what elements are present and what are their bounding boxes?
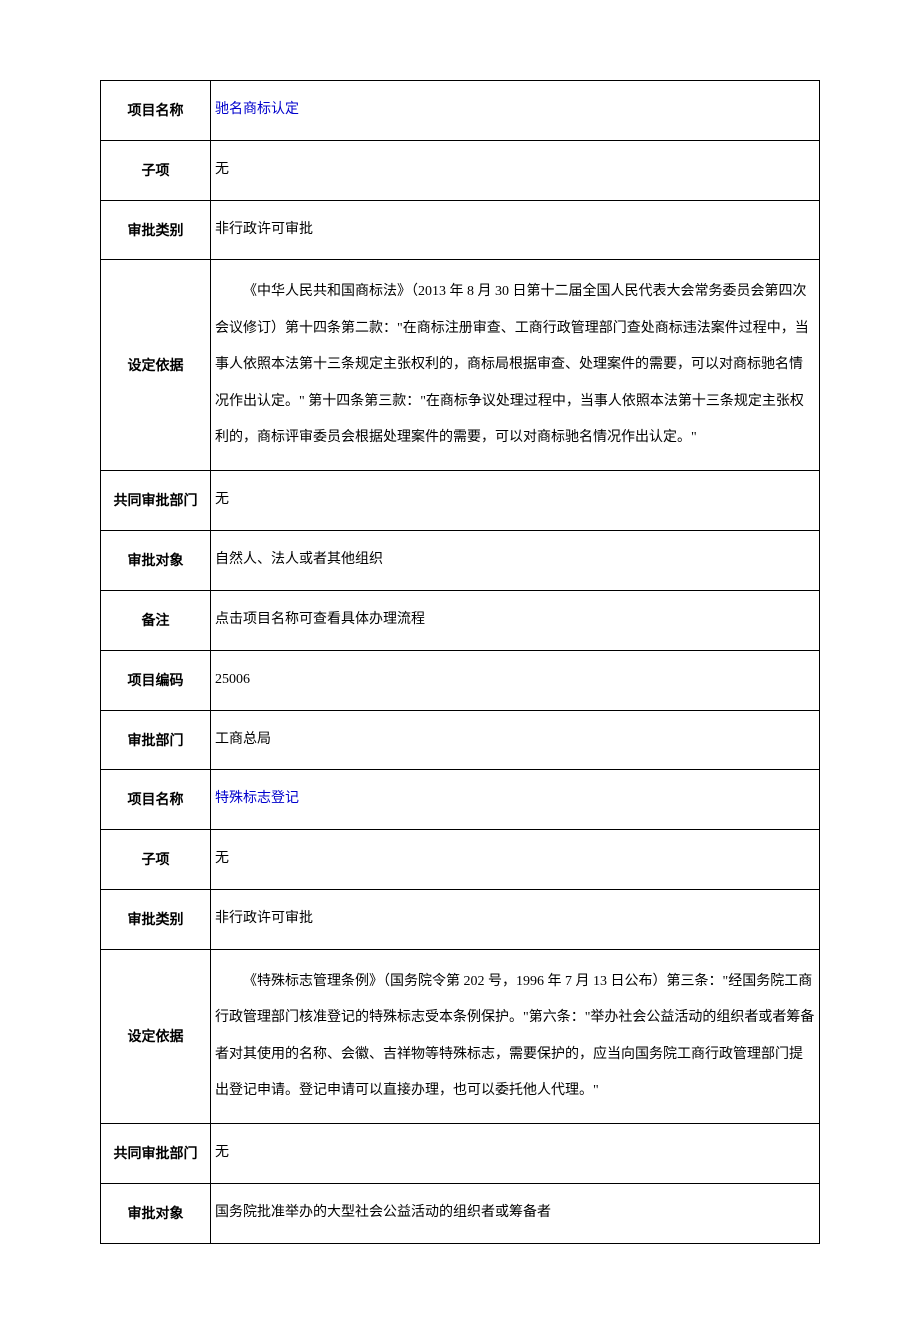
row-label: 子项 xyxy=(101,140,211,200)
project-name-link[interactable]: 特殊标志登记 xyxy=(215,791,299,806)
table-row: 备注 点击项目名称可查看具体办理流程 xyxy=(101,590,820,650)
project-name-link[interactable]: 驰名商标认定 xyxy=(215,102,299,117)
table-row: 设定依据 《特殊标志管理条例》（国务院令第 202 号，1996 年 7 月 1… xyxy=(101,949,820,1124)
row-value: 无 xyxy=(211,830,820,890)
row-label: 子项 xyxy=(101,830,211,890)
table-row: 审批部门 工商总局 xyxy=(101,710,820,770)
row-value: 非行政许可审批 xyxy=(211,200,820,260)
table-row: 项目编码 25006 xyxy=(101,650,820,710)
row-label: 审批类别 xyxy=(101,200,211,260)
row-value: 无 xyxy=(211,471,820,531)
row-value: 点击项目名称可查看具体办理流程 xyxy=(211,590,820,650)
table-row: 项目名称 特殊标志登记 xyxy=(101,770,820,830)
row-label: 设定依据 xyxy=(101,949,211,1124)
row-value: 自然人、法人或者其他组织 xyxy=(211,531,820,591)
table-row: 设定依据 《中华人民共和国商标法》（2013 年 8 月 30 日第十二届全国人… xyxy=(101,260,820,471)
table-row: 共同审批部门 无 xyxy=(101,1124,820,1184)
row-value: 国务院批准举办的大型社会公益活动的组织者或筹备者 xyxy=(211,1184,820,1244)
row-label: 项目编码 xyxy=(101,650,211,710)
row-value: 无 xyxy=(211,1124,820,1184)
row-value: 无 xyxy=(211,140,820,200)
row-label: 设定依据 xyxy=(101,260,211,471)
table-row: 审批类别 非行政许可审批 xyxy=(101,889,820,949)
row-label: 审批类别 xyxy=(101,889,211,949)
row-label: 审批部门 xyxy=(101,710,211,770)
table-row: 审批对象 国务院批准举办的大型社会公益活动的组织者或筹备者 xyxy=(101,1184,820,1244)
row-value: 25006 xyxy=(211,650,820,710)
table-row: 审批对象 自然人、法人或者其他组织 xyxy=(101,531,820,591)
table-row: 项目名称 驰名商标认定 xyxy=(101,81,820,141)
row-value: 《中华人民共和国商标法》（2013 年 8 月 30 日第十二届全国人民代表大会… xyxy=(211,260,820,471)
row-label: 审批对象 xyxy=(101,531,211,591)
row-label: 备注 xyxy=(101,590,211,650)
table-row: 审批类别 非行政许可审批 xyxy=(101,200,820,260)
row-label: 共同审批部门 xyxy=(101,1124,211,1184)
row-label: 项目名称 xyxy=(101,81,211,141)
row-value: 驰名商标认定 xyxy=(211,81,820,141)
approval-info-table: 项目名称 驰名商标认定 子项 无 审批类别 非行政许可审批 设定依据 《中华人民… xyxy=(100,80,820,1244)
table-row: 子项 无 xyxy=(101,140,820,200)
row-value: 特殊标志登记 xyxy=(211,770,820,830)
table-row: 子项 无 xyxy=(101,830,820,890)
row-value: 《特殊标志管理条例》（国务院令第 202 号，1996 年 7 月 13 日公布… xyxy=(211,949,820,1124)
row-value: 非行政许可审批 xyxy=(211,889,820,949)
row-label: 共同审批部门 xyxy=(101,471,211,531)
row-value: 工商总局 xyxy=(211,710,820,770)
row-label: 项目名称 xyxy=(101,770,211,830)
row-label: 审批对象 xyxy=(101,1184,211,1244)
table-row: 共同审批部门 无 xyxy=(101,471,820,531)
